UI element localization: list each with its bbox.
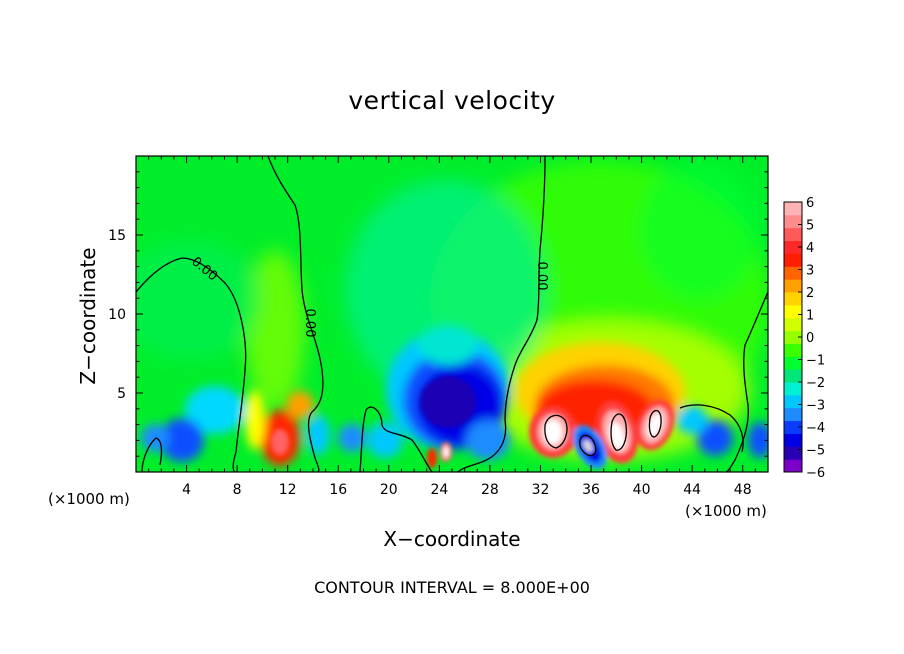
- x-axis-unit-right: (×1000 m): [685, 502, 767, 520]
- colorbar-swatch: [784, 343, 802, 357]
- colorbar-tick-label: 0: [806, 331, 814, 346]
- colorbar-swatch: [784, 382, 802, 396]
- y-tick-label: 5: [117, 386, 126, 402]
- x-tick-label: 8: [233, 482, 242, 498]
- colorbar-tick-label: −4: [806, 421, 825, 436]
- zero-contours: [136, 156, 768, 472]
- colorbar-tick-label: −5: [806, 444, 825, 459]
- x-tick-label: 20: [380, 482, 398, 498]
- x-tick-label: 36: [582, 482, 600, 498]
- colorbar-swatch: [784, 266, 802, 280]
- contour-interval-note: CONTOUR INTERVAL = 8.000E+00: [314, 578, 590, 597]
- contour-label: 0.00: [534, 262, 549, 291]
- colorbar-tick-label: 3: [806, 264, 814, 279]
- colorbar-swatch: [784, 317, 802, 332]
- x-tick-label: 24: [430, 482, 448, 498]
- colorbar-swatch: [784, 227, 802, 242]
- x-tick-label: 4: [182, 482, 191, 498]
- colorbar-swatch: [784, 356, 802, 370]
- colorbar-swatch: [784, 304, 802, 319]
- chart-title: vertical velocity: [348, 86, 556, 115]
- colorbar-swatch: [784, 369, 802, 383]
- x-tick-label: 28: [481, 482, 499, 498]
- colorbar-tick-label: 2: [806, 286, 814, 301]
- colorbar-swatch: [784, 292, 802, 306]
- colorbar-swatch: [784, 202, 802, 216]
- colorbar-swatch: [784, 407, 802, 422]
- colorbar-swatch: [784, 433, 802, 447]
- x-tick-label: 16: [329, 482, 347, 498]
- colorbar-swatch: [784, 420, 802, 434]
- colorbar-swatch: [784, 394, 802, 409]
- contour-label: 0.00: [302, 309, 317, 338]
- colorbar-swatch: [784, 253, 802, 267]
- colorbar-swatch: [784, 240, 802, 254]
- x-axis: 4 8 12 16 20 24 28 32 36 40 44 48: [135, 156, 769, 498]
- colorbar-swatch: [784, 214, 802, 229]
- y-tick-label: 10: [108, 307, 126, 323]
- x-tick-label: 44: [683, 482, 701, 498]
- x-tick-label: 32: [532, 482, 550, 498]
- colorbar-tick-label: −1: [806, 354, 825, 369]
- velocity-field: 0.00 0.00 0.00: [136, 156, 768, 472]
- x-tick-label: 40: [633, 482, 651, 498]
- colorbar-swatch: [784, 459, 802, 473]
- x-tick-label: 48: [734, 482, 752, 498]
- colorbar-swatch: [784, 446, 802, 460]
- colorbar-tick-label: 4: [806, 241, 814, 256]
- colorbar: 6 5 4 3 2 1 0 −1 −2 −3 −4 −5 −6: [783, 196, 825, 481]
- colorbar-tick-label: −6: [806, 466, 825, 481]
- colorbar-tick-label: 5: [806, 219, 814, 234]
- colorbar-tick-label: −2: [806, 376, 825, 391]
- x-axis-label: X−coordinate: [383, 527, 521, 551]
- y-axis: 5 10 15: [108, 155, 768, 473]
- colorbar-swatch: [784, 330, 802, 344]
- colorbar-tick-label: 6: [806, 196, 814, 211]
- x-tick-label: 12: [279, 482, 297, 498]
- y-tick-label: 15: [108, 228, 126, 244]
- colorbar-tick-label: 1: [806, 309, 814, 324]
- colorbar-swatch: [784, 279, 802, 293]
- x-axis-unit-left: (×1000 m): [48, 490, 130, 508]
- colorbar-tick-label: −3: [806, 399, 825, 414]
